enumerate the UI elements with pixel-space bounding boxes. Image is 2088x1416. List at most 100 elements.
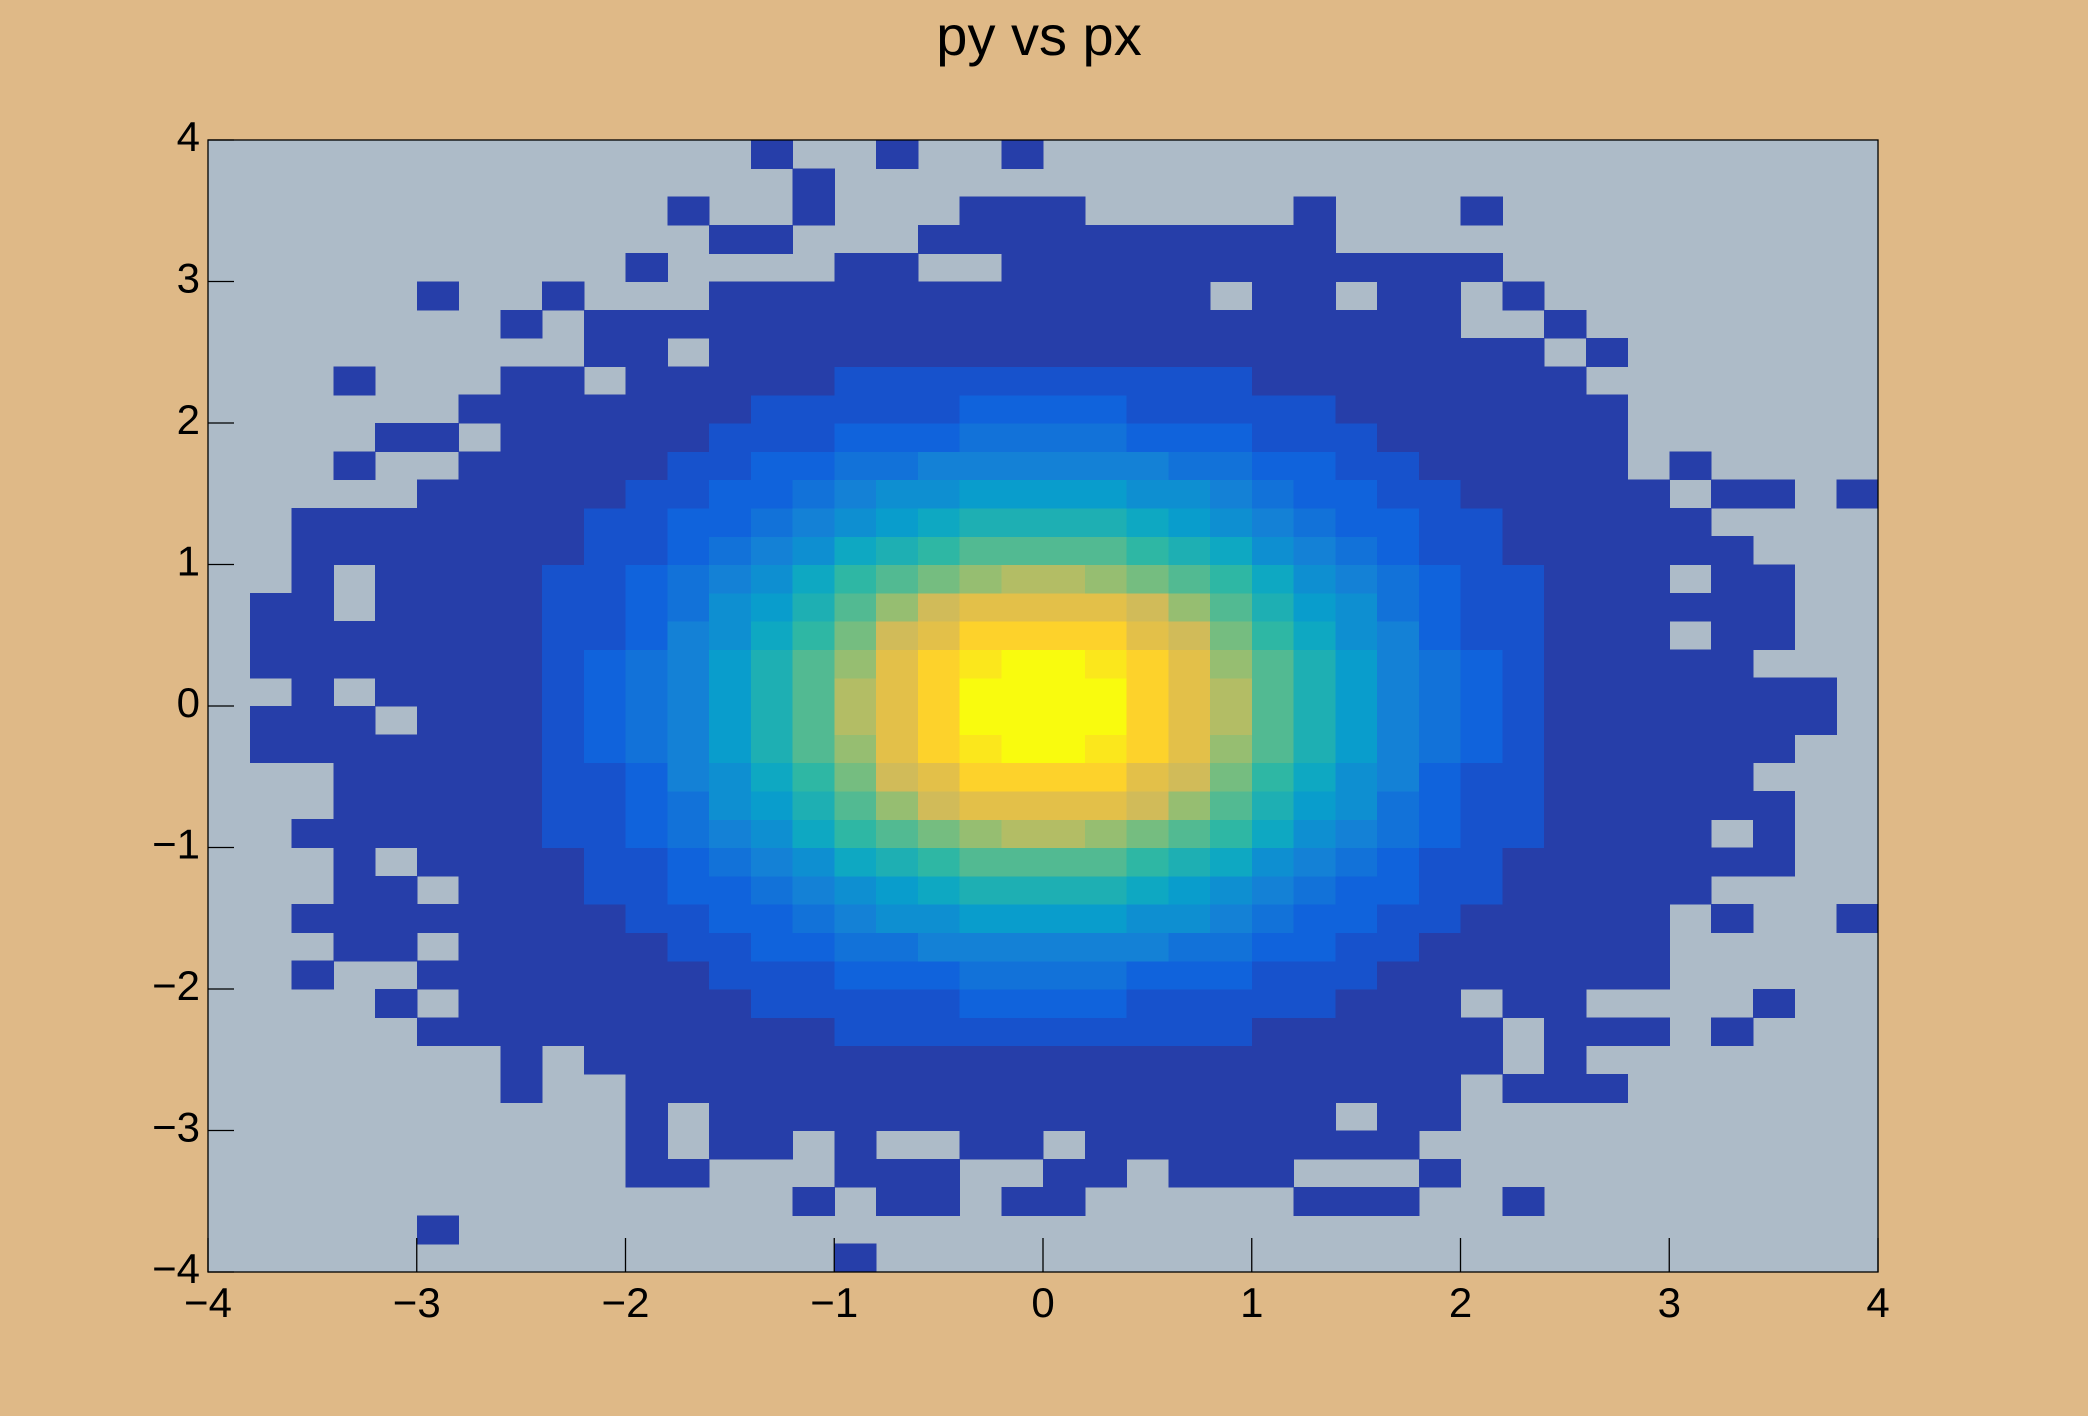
bin [792,564,835,594]
bin [375,734,418,764]
bin [375,649,418,679]
bin [1251,281,1295,311]
bin [1502,621,1545,650]
bin [542,960,585,990]
bin [792,932,835,962]
bin [1460,1045,1503,1075]
bin [1251,564,1295,594]
bin [1001,621,1044,650]
bin [959,564,1002,594]
bin [625,564,668,594]
bin [333,536,376,566]
bin [959,1073,1002,1103]
bin [667,706,710,735]
bin [333,847,376,877]
bin [1168,734,1211,764]
bin [625,1045,668,1075]
bin [1544,366,1587,396]
bin [667,875,710,905]
bin [1043,394,1086,424]
bin [1210,338,1253,367]
bin [1335,706,1378,735]
bin [667,819,710,849]
bin [876,875,919,905]
bin [416,706,460,735]
bin [1502,989,1545,1018]
bin [1418,706,1462,735]
bin [1585,338,1629,367]
bin [1711,1017,1754,1047]
y-tick-label: −3 [152,1104,200,1151]
bin [291,677,334,707]
bin [583,507,627,537]
bin [458,507,501,537]
bin [1502,451,1545,481]
bin [1544,677,1587,707]
bin [1460,366,1503,396]
bin [1126,1045,1169,1075]
bin [1168,281,1211,311]
bin [834,904,877,933]
bin [709,989,752,1018]
bin [625,960,668,990]
bin [917,536,961,566]
bin [959,677,1002,707]
bin [500,592,543,622]
bin [1251,960,1295,990]
bin [1293,366,1336,396]
bin [709,281,752,311]
bin [876,366,919,396]
bin [959,423,1002,452]
bin [1460,762,1503,792]
bin [1502,366,1545,396]
bin [917,677,961,707]
bin [416,960,460,990]
bin [1251,621,1295,650]
bin [375,536,418,566]
bin [792,649,835,679]
bin [583,479,627,509]
bin [1293,423,1336,452]
bin [917,423,961,452]
bin [1043,847,1086,877]
bin [625,677,668,707]
bin [709,819,752,849]
bin [834,394,877,424]
bin [291,621,334,650]
bin [876,989,919,1018]
bin [876,762,919,792]
bin [1084,989,1128,1018]
bin [917,451,961,481]
bin [1168,224,1211,254]
bin [834,451,877,481]
bin [1418,649,1462,679]
bin [1377,677,1420,707]
bin [416,1215,460,1245]
x-tick-label: 4 [1866,1279,1889,1326]
bin [249,649,293,679]
bin [709,847,752,877]
bin [583,932,627,962]
bin [876,847,919,877]
bin [1043,621,1086,650]
bin [834,536,877,566]
bin [500,507,543,537]
bin [1126,1130,1169,1160]
bin [625,1073,668,1103]
bin [583,621,627,650]
bin [834,281,877,311]
bin [1460,338,1503,367]
bin [1084,281,1128,311]
bin [1043,875,1086,905]
bin [834,819,877,849]
bin [1001,847,1044,877]
bin [750,140,794,169]
bin [1502,1187,1545,1216]
bin [1126,1073,1169,1103]
bin [625,536,668,566]
bin [1669,790,1712,820]
bin [1460,564,1503,594]
bin [333,451,376,481]
bin [876,1045,919,1075]
